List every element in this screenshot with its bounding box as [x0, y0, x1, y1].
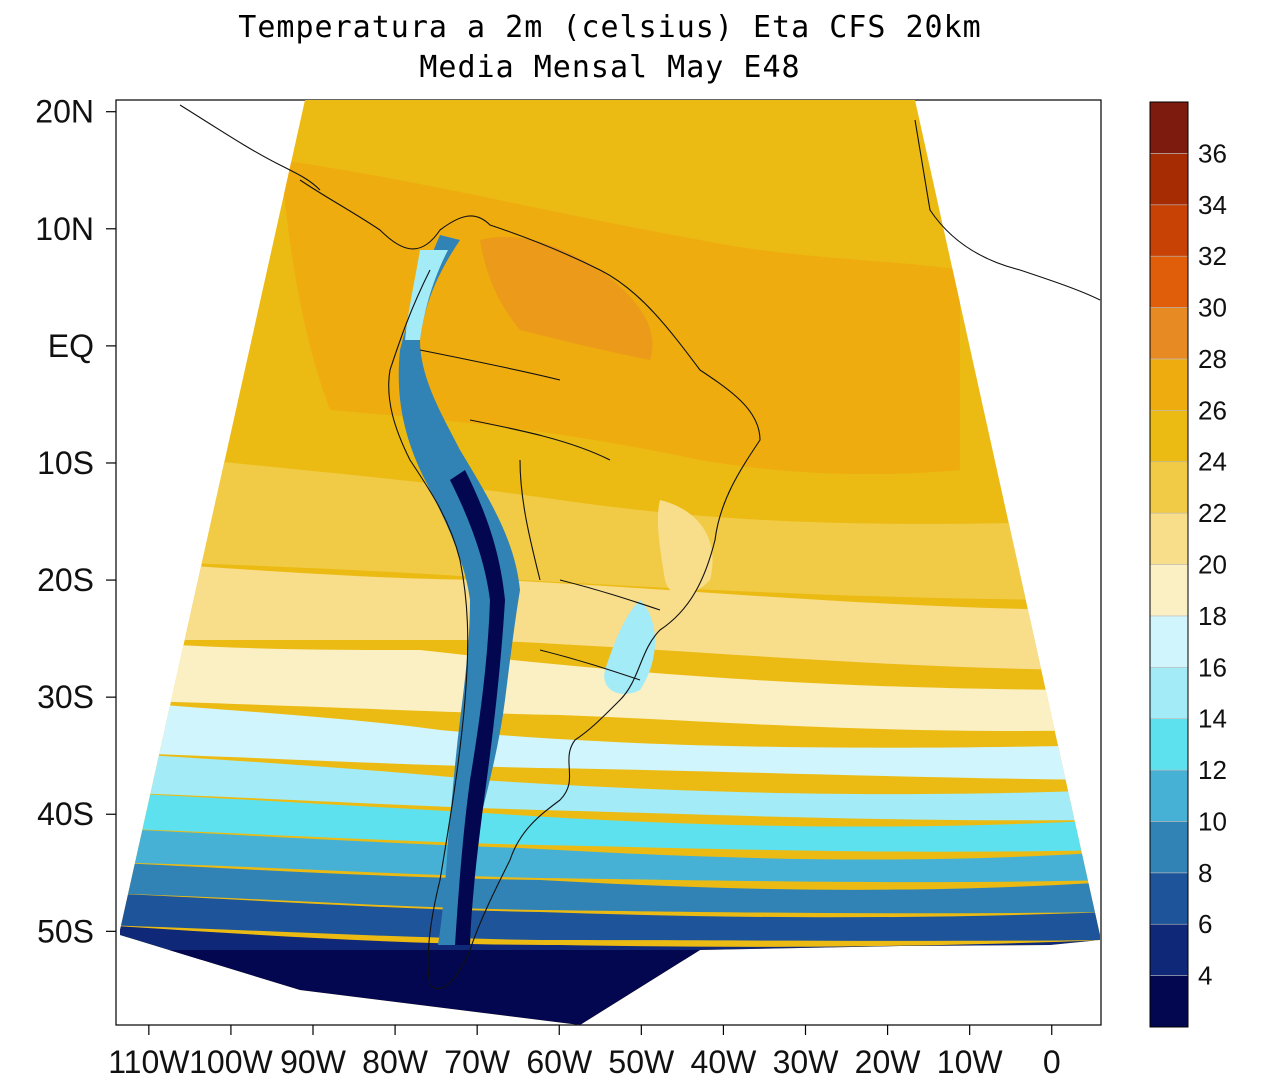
- colorbar-segment: [1149, 512, 1189, 565]
- colorbar-label: 22: [1198, 498, 1227, 528]
- colorbar-segment: [1149, 307, 1189, 360]
- coastlines: [179, 104, 1101, 990]
- colorbar-label: 28: [1198, 344, 1227, 374]
- lon-tick-label: 110W: [108, 1044, 190, 1080]
- model-domain: [120, 100, 1100, 1025]
- colorbar-segment: [1149, 564, 1189, 617]
- colorbar-label: 36: [1198, 138, 1227, 168]
- lon-tick-label: 100W: [189, 1044, 273, 1080]
- colorbar-segment: [1149, 872, 1189, 925]
- lon-tick-label: 90W: [280, 1044, 347, 1080]
- colorbar-segment: [1149, 255, 1189, 308]
- colorbar-label: 30: [1198, 293, 1227, 323]
- lat-tick-label: 30S: [37, 679, 94, 715]
- lat-tick-label: 20S: [37, 562, 94, 598]
- colorbar-segment: [1149, 718, 1189, 771]
- colorbar-label: 6: [1198, 909, 1212, 939]
- latitude-axis: 20N 10N EQ 10S 20S 30S 40S 50S: [35, 94, 116, 949]
- lat-tick-label: EQ: [48, 328, 94, 364]
- colorbar-segment: [1149, 975, 1189, 1028]
- colorbar: 4 6 8 10 12 14 16 18 20 22 24 26 28 30 32 34 36: [1149, 101, 1227, 1028]
- colorbar-label: 8: [1198, 858, 1212, 888]
- lon-tick-label: 10W: [937, 1044, 1004, 1080]
- colorbar-segment: [1149, 821, 1189, 874]
- colorbar-label: 34: [1198, 190, 1227, 220]
- colorbar-label: 18: [1198, 601, 1227, 631]
- lon-tick-label: 20W: [855, 1044, 922, 1080]
- colorbar-segment: [1149, 204, 1189, 257]
- lon-tick-label: 50W: [608, 1044, 675, 1080]
- colorbar-segment: [1149, 615, 1189, 668]
- colorbar-label: 12: [1198, 755, 1227, 785]
- lon-tick-label: 30W: [773, 1044, 840, 1080]
- colorbar-segment: [1149, 153, 1189, 206]
- lon-tick-label: 70W: [444, 1044, 511, 1080]
- colorbar-label: 20: [1198, 550, 1227, 580]
- lon-tick-label: 80W: [362, 1044, 429, 1080]
- colorbar-segment: [1149, 666, 1189, 719]
- colorbar-segment: [1149, 101, 1189, 154]
- map-title-line-1: Temperatura a 2m (celsius) Eta CFS 20km: [238, 10, 982, 45]
- lon-tick-label: 60W: [526, 1044, 593, 1080]
- lat-tick-label: 40S: [37, 796, 94, 832]
- map-title-line-2: Media Mensal May E48: [419, 50, 801, 85]
- colorbar-label: 16: [1198, 652, 1227, 682]
- colorbar-segment: [1149, 358, 1189, 411]
- colorbar-label: 14: [1198, 704, 1227, 734]
- colorbar-segment: [1149, 410, 1189, 463]
- colorbar-label: 26: [1198, 395, 1227, 425]
- colorbar-label: 10: [1198, 806, 1227, 836]
- longitude-axis: 110W 100W 90W 80W 70W 60W 50W 40W 30W 20W 10W 0: [108, 1025, 1061, 1080]
- lon-tick-label: 0: [1043, 1044, 1061, 1080]
- lat-tick-label: 50S: [37, 913, 94, 949]
- colorbar-frame: [1149, 101, 1189, 1028]
- lat-tick-label: 20N: [35, 94, 94, 130]
- colorbar-segment: [1149, 923, 1189, 976]
- colorbar-segment: [1149, 769, 1189, 822]
- colorbar-segment: [1149, 461, 1189, 514]
- colorbar-label: 4: [1198, 961, 1212, 991]
- lon-tick-label: 40W: [691, 1044, 758, 1080]
- colorbar-label: 32: [1198, 241, 1227, 271]
- lat-tick-label: 10S: [37, 445, 94, 481]
- lat-tick-label: 10N: [35, 211, 94, 247]
- colorbar-label: 24: [1198, 447, 1227, 477]
